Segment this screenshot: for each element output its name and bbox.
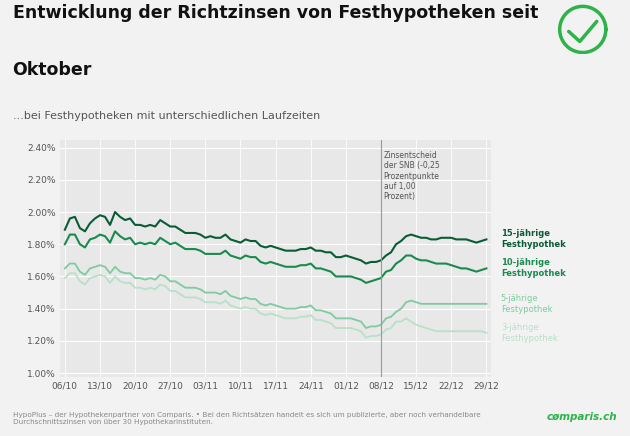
Text: Entwicklung der Richtzinsen von Festhypotheken seit: Entwicklung der Richtzinsen von Festhypo… bbox=[13, 4, 538, 22]
Text: HypoPlus – der Hypothekenpartner von Comparis. • Bei den Richtsätzen handelt es : HypoPlus – der Hypothekenpartner von Com… bbox=[13, 412, 480, 425]
Text: Oktober: Oktober bbox=[13, 61, 92, 79]
Text: cømparis.ch: cømparis.ch bbox=[547, 412, 617, 422]
Text: Zinsentscheid
der SNB (-0,25
Prozentpunkte
auf 1,00
Prozent): Zinsentscheid der SNB (-0,25 Prozentpunk… bbox=[384, 151, 439, 201]
Text: 3-jährige
Festhypothek: 3-jährige Festhypothek bbox=[501, 323, 558, 343]
Text: 5-jährige
Festypothek: 5-jährige Festypothek bbox=[501, 294, 553, 314]
Text: 15-jährige
Festhypothek: 15-jährige Festhypothek bbox=[501, 229, 566, 249]
Text: ...bei Festhypotheken mit unterschiedlichen Laufzeiten: ...bei Festhypotheken mit unterschiedlic… bbox=[13, 111, 320, 121]
Text: 10-jährige
Festhypothek: 10-jährige Festhypothek bbox=[501, 259, 566, 279]
